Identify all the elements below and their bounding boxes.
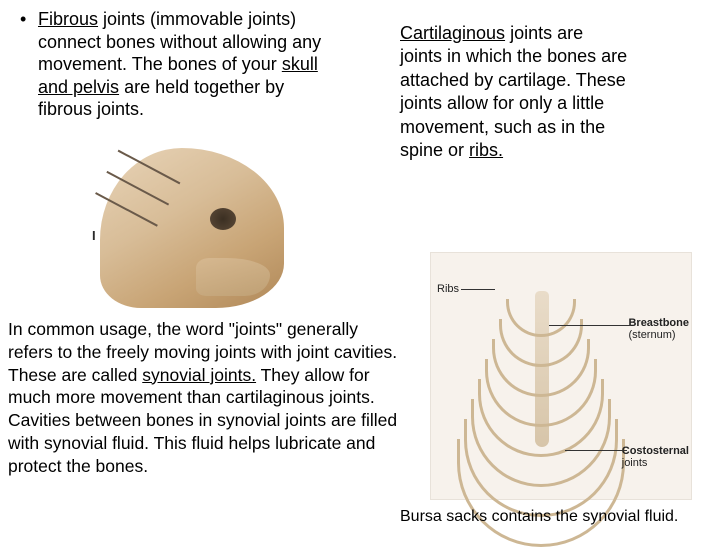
cartilaginous-joints-paragraph: Cartilaginous joints are joints in which… <box>400 22 630 162</box>
ribs-underline: ribs. <box>469 140 503 160</box>
label-costo-1: Costosternal <box>622 445 689 457</box>
synovial-underline: synovial joints. <box>142 365 256 385</box>
label-breastbone-1: Breastbone <box>628 317 689 329</box>
label-costo-2: joints <box>622 457 689 469</box>
synovial-joints-paragraph: In common usage, the word "joints" gener… <box>8 318 398 477</box>
label-ribs-line <box>461 289 495 290</box>
cartilaginous-txt-1: joints are joints in which the bones are… <box>400 23 627 160</box>
bullet: • <box>20 8 26 31</box>
label-breastbone: Breastbone (sternum) <box>628 317 689 341</box>
fibrous-joints-paragraph: • Fibrous joints (immovable joints) conn… <box>20 8 340 121</box>
label-ribs: Ribs <box>437 283 459 295</box>
fibrous-underline: Fibrous <box>38 9 98 29</box>
label-costosternal: Costosternal joints <box>622 445 689 469</box>
cartilaginous-underline: Cartilaginous <box>400 23 505 43</box>
bursa-caption: Bursa sacks contains the synovial fluid. <box>400 508 720 526</box>
label-costo-line <box>565 450 627 451</box>
label-breastbone-2: (sternum) <box>628 329 689 341</box>
ribcage-illustration: Ribs Breastbone (sternum) Costosternal j… <box>430 252 692 500</box>
skull-illustration <box>100 148 284 308</box>
rib-arc <box>457 439 625 547</box>
label-breastbone-line <box>549 325 631 326</box>
skull-label-i: I <box>92 228 96 243</box>
ribs-group <box>455 287 627 483</box>
skull-eye-socket <box>210 208 236 230</box>
fibrous-text-body: Fibrous joints (immovable joints) connec… <box>38 8 340 121</box>
